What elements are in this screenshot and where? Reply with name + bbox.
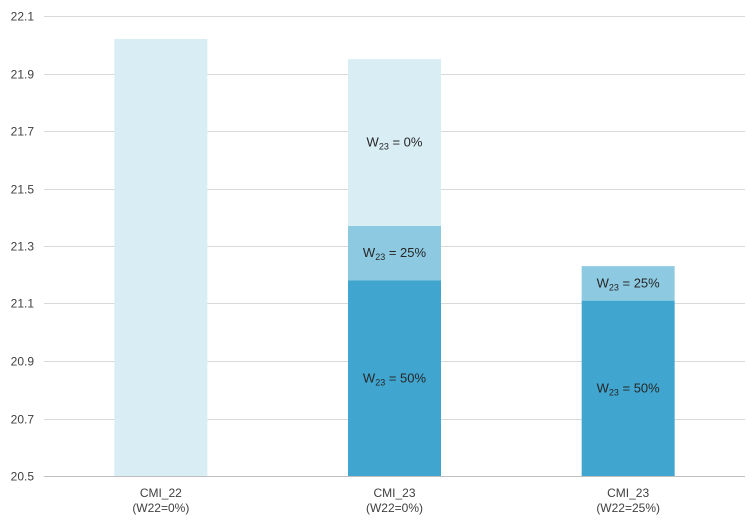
bar-segment-w25 bbox=[581, 266, 675, 301]
segment-label: W23 = 25% bbox=[597, 275, 661, 292]
x-category-label: CMI_22 bbox=[140, 486, 182, 500]
y-tick-label: 21.3 bbox=[11, 240, 35, 254]
y-tick-label: 21.9 bbox=[11, 68, 35, 82]
segment-label: W23 = 0% bbox=[367, 135, 423, 152]
segment-label: W23 = 50% bbox=[597, 380, 661, 397]
bar-group-3: W23 = 50% W23 = 25% bbox=[581, 266, 675, 476]
bar-group-1 bbox=[114, 39, 208, 476]
y-axis: 20.5 20.7 20.9 21.1 21.3 21.5 21.7 21.9 22.1 bbox=[11, 10, 35, 484]
y-tick-label: 20.5 bbox=[11, 470, 35, 484]
x-category-sublabel: (W22=25%) bbox=[596, 501, 660, 515]
x-axis: CMI_22(W22=0%)CMI_23(W22=0%)CMI_23(W22=2… bbox=[132, 486, 660, 515]
bar-segment-w0 bbox=[114, 39, 208, 476]
y-tick-label: 21.5 bbox=[11, 183, 35, 197]
y-tick-label: 21.7 bbox=[11, 125, 35, 139]
segment-label: W23 = 50% bbox=[363, 370, 427, 387]
bars: W23 = 50%W23 = 25%W23 = 0%W23 = 50%W23 =… bbox=[114, 39, 675, 476]
bar-segment-w50 bbox=[348, 280, 441, 476]
segment-label: W23 = 25% bbox=[363, 245, 427, 262]
y-tick-label: 22.1 bbox=[11, 10, 35, 24]
x-category-label: CMI_23 bbox=[373, 486, 415, 500]
y-tick-label: 20.7 bbox=[11, 413, 35, 427]
bar-segment-w50 bbox=[581, 300, 675, 476]
bar-segment-w0 bbox=[348, 59, 441, 226]
bar-segment-w25 bbox=[348, 225, 441, 281]
x-category-label: CMI_23 bbox=[607, 486, 649, 500]
y-tick-label: 20.9 bbox=[11, 355, 35, 369]
x-category-sublabel: (W22=0%) bbox=[366, 501, 423, 515]
y-tick-label: 21.1 bbox=[11, 297, 35, 311]
x-category-sublabel: (W22=0%) bbox=[132, 501, 189, 515]
bar-group-2: W23 = 50% W23 = 25% W23 = 0% bbox=[348, 59, 441, 476]
